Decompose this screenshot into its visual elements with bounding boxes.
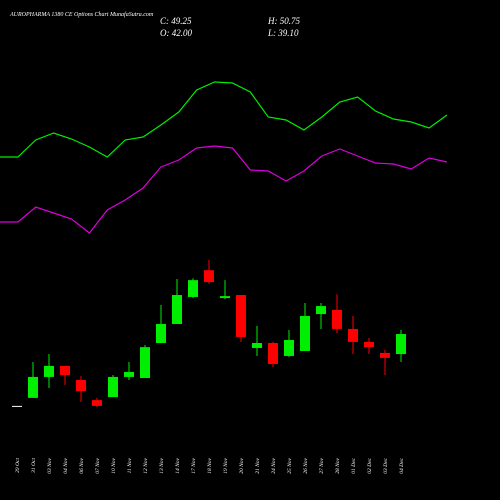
x-tick-label: 03 Nov <box>47 457 53 473</box>
candle-body <box>108 376 118 398</box>
candle-body <box>316 306 326 315</box>
x-tick-label: 14 Nov <box>174 457 181 473</box>
candle-body <box>300 315 310 352</box>
candle-body <box>220 296 230 299</box>
candle-body <box>124 371 134 377</box>
ohlc-label: O: 42.00 <box>160 28 192 38</box>
ohlc-label: C: 49.25 <box>160 16 192 26</box>
x-tick-label: 20 Nov <box>239 457 245 473</box>
x-tick-label: 25 Nov <box>287 457 293 473</box>
x-tick-label: 29 Oct <box>15 458 21 473</box>
x-tick-label: 11 Nov <box>127 457 133 473</box>
candle-body <box>12 405 22 407</box>
chart-title: AUROPHARMA 1380 CE Options Chart MunafaS… <box>9 11 154 18</box>
candle-body <box>364 341 374 348</box>
candle-body <box>204 270 214 283</box>
x-tick-label: 28 Nov <box>335 457 341 473</box>
candle-body <box>332 309 342 329</box>
x-tick-label: 21 Nov <box>255 457 261 473</box>
candle-body <box>92 400 102 406</box>
x-tick-label: 17 Nov <box>191 457 197 473</box>
candle-body <box>236 295 246 337</box>
candle-body <box>252 343 262 348</box>
x-tick-label: 12 Nov <box>143 457 149 473</box>
x-tick-label: 06 Nov <box>79 457 85 473</box>
candle-body <box>348 328 358 342</box>
candle-body <box>140 347 150 379</box>
x-tick-label: 04 Nov <box>62 457 69 473</box>
candle-body <box>284 339 294 356</box>
candle-body <box>28 376 38 398</box>
candle-body <box>60 365 70 376</box>
ohlc-label: L: 39.10 <box>267 28 299 38</box>
x-tick-label: 02 Dec <box>367 457 373 473</box>
x-tick-label: 13 Nov <box>159 457 165 473</box>
indicator-line <box>0 145 448 234</box>
x-tick-label: 19 Nov <box>223 457 229 473</box>
x-tick-label: 03 Dec <box>383 457 389 473</box>
candle-body <box>44 365 54 377</box>
x-tick-label: 01 Dec <box>351 457 357 473</box>
candle-body <box>76 379 86 392</box>
ohlc-label: H: 50.75 <box>267 16 300 26</box>
x-tick-label: 24 Nov <box>270 457 277 473</box>
x-tick-label: 27 Nov <box>319 457 325 473</box>
candle-body <box>156 323 166 344</box>
candle-body <box>188 280 198 297</box>
indicator-line <box>0 81 448 158</box>
candle-body <box>268 343 278 364</box>
x-tick-label: 31 Oct <box>31 458 37 474</box>
candle-body <box>380 352 390 358</box>
x-tick-label: 10 Nov <box>111 457 117 473</box>
candle-body <box>172 295 182 324</box>
x-tick-label: 07 Nov <box>95 457 101 473</box>
x-tick-label: 04 Dec <box>398 457 405 473</box>
candle-body <box>396 334 406 355</box>
x-tick-label: 18 Nov <box>207 457 213 473</box>
x-tick-label: 26 Nov <box>303 457 309 473</box>
